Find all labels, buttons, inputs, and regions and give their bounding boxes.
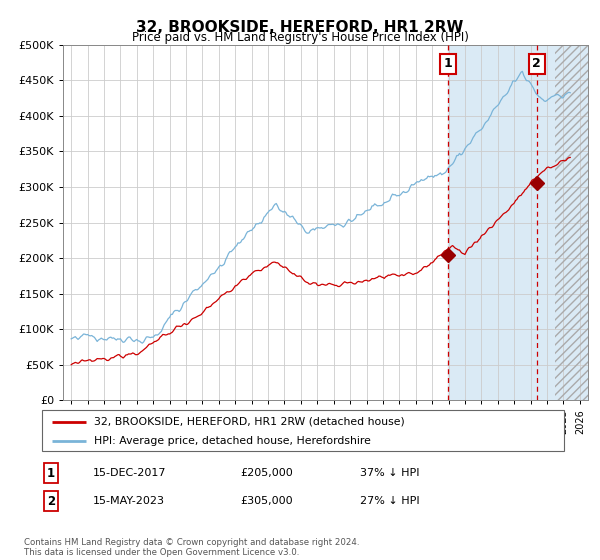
Bar <box>555 45 600 400</box>
Text: £305,000: £305,000 <box>240 496 293 506</box>
Text: Price paid vs. HM Land Registry's House Price Index (HPI): Price paid vs. HM Land Registry's House … <box>131 31 469 44</box>
Text: 37% ↓ HPI: 37% ↓ HPI <box>360 468 419 478</box>
Text: 1: 1 <box>47 466 55 480</box>
Text: 32, BROOKSIDE, HEREFORD, HR1 2RW: 32, BROOKSIDE, HEREFORD, HR1 2RW <box>136 20 464 35</box>
Text: 1: 1 <box>443 57 452 70</box>
Text: 15-MAY-2023: 15-MAY-2023 <box>93 496 165 506</box>
FancyBboxPatch shape <box>42 410 564 451</box>
Bar <box>448 45 555 400</box>
Text: 2: 2 <box>47 494 55 508</box>
Text: 15-DEC-2017: 15-DEC-2017 <box>93 468 167 478</box>
Text: 32, BROOKSIDE, HEREFORD, HR1 2RW (detached house): 32, BROOKSIDE, HEREFORD, HR1 2RW (detach… <box>94 417 405 427</box>
Bar <box>555 45 600 400</box>
Text: HPI: Average price, detached house, Herefordshire: HPI: Average price, detached house, Here… <box>94 436 371 446</box>
Text: 2: 2 <box>532 57 541 70</box>
Text: 27% ↓ HPI: 27% ↓ HPI <box>360 496 419 506</box>
Text: £205,000: £205,000 <box>240 468 293 478</box>
Text: Contains HM Land Registry data © Crown copyright and database right 2024.
This d: Contains HM Land Registry data © Crown c… <box>24 538 359 557</box>
